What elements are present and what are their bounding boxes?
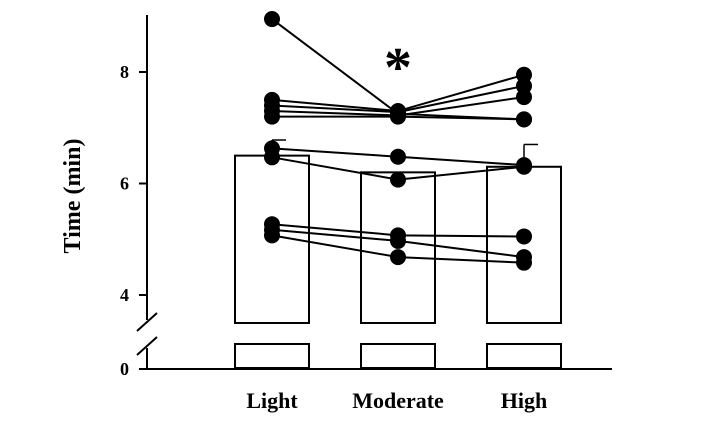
x-tick-label-moderate: Moderate	[352, 388, 444, 413]
subject-point-3-high	[516, 77, 532, 94]
bars-layer	[234, 139, 562, 369]
y-tick-label: 6	[120, 174, 129, 194]
subject-point-7-high	[516, 158, 532, 175]
axis-break-mark	[136, 312, 158, 332]
axis-break-mark	[136, 336, 158, 356]
axes-layer: 0 4 6 8	[120, 15, 612, 379]
subject-point-10-light	[264, 227, 280, 244]
labels-layer: Time (min) Light Moderate High *	[60, 37, 547, 413]
subject-point-1-light	[264, 11, 280, 28]
subject-point-4-high	[516, 89, 532, 106]
bar-high	[486, 165, 562, 324]
significance-asterisk: *	[384, 37, 412, 99]
subject-point-6-moderate	[390, 148, 406, 165]
y-tick-label: 8	[120, 62, 129, 82]
subject-point-10-high	[516, 254, 532, 271]
subject-point-7-light	[264, 149, 280, 166]
subject-point-10-moderate	[390, 249, 406, 266]
bar-lower-light	[234, 343, 310, 369]
subject-point-5-high	[516, 111, 532, 128]
x-tick-label-high: High	[501, 388, 547, 413]
y-axis-title: Time (min)	[60, 139, 86, 254]
subject-points-layer	[264, 11, 532, 271]
subject-point-2-high	[516, 66, 532, 83]
bar-lower-high	[486, 343, 562, 369]
bar-lower-moderate	[360, 343, 436, 369]
subject-point-8-high	[516, 228, 532, 245]
y-tick-label: 0	[120, 359, 129, 379]
y-tick-label: 4	[120, 285, 129, 305]
x-tick-label-light: Light	[246, 388, 298, 413]
subject-point-7-moderate	[390, 171, 406, 188]
subject-point-5-moderate	[390, 108, 406, 125]
subject-point-5-light	[264, 108, 280, 125]
subject-point-9-moderate	[390, 232, 406, 249]
